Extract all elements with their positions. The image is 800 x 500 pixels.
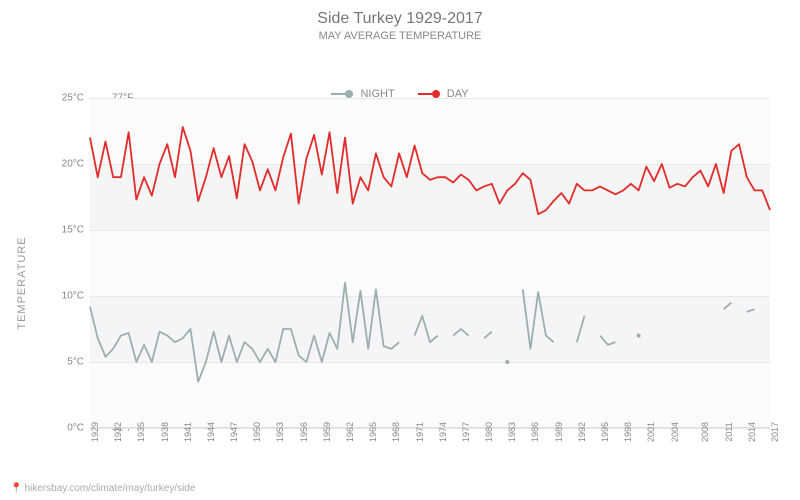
xtick-year: 2011 — [724, 422, 734, 441]
xtick-year: 1989 — [554, 422, 564, 442]
xtick-year: 2001 — [646, 422, 656, 442]
chart-area: TEMPERATURE 0°C5°C10°C15°C20°C25°C 32°F4… — [12, 88, 788, 478]
xtick-year: 2014 — [747, 422, 757, 442]
xtick-year: 1995 — [600, 422, 610, 442]
xtick-year: 1971 — [415, 422, 425, 442]
xtick-year: 1992 — [577, 422, 587, 442]
pin-icon: 📍 — [10, 483, 22, 494]
xtick-year: 2008 — [700, 422, 710, 442]
chart-title: Side Turkey 1929-2017 — [12, 10, 788, 28]
xtick-year: 1965 — [368, 422, 378, 442]
source-url: 📍hikersbay.com/climate/may/turkey/side — [10, 483, 195, 494]
xtick-year: 1956 — [299, 422, 309, 442]
xtick-year: 1944 — [206, 422, 216, 442]
xtick-year: 1959 — [322, 422, 332, 442]
xtick-year: 1941 — [183, 422, 193, 442]
xtick-year: 1932 — [113, 422, 123, 442]
xtick-year: 1977 — [461, 422, 471, 442]
xtick-year: 1983 — [507, 422, 517, 442]
xtick-year: 1929 — [90, 422, 100, 442]
xtick-year: 1980 — [484, 422, 494, 442]
xtick-year: 1950 — [252, 422, 262, 442]
xtick-year: 1974 — [438, 422, 448, 442]
ytick-celsius: 0°C — [67, 423, 84, 434]
xtick-year: 1935 — [136, 422, 146, 442]
xtick-year: 1947 — [229, 422, 239, 442]
ytick-celsius: 10°C — [62, 291, 84, 302]
ytick-celsius: 5°C — [67, 357, 84, 368]
xtick-year: 1968 — [391, 422, 401, 442]
xtick-year: 2017 — [770, 422, 780, 442]
xtick-year: 1953 — [275, 422, 285, 442]
xtick-year: 1998 — [623, 422, 633, 442]
line-chart-svg — [90, 98, 770, 427]
xtick-year: 1938 — [160, 422, 170, 442]
ytick-celsius: 25°C — [62, 93, 84, 104]
xtick-year: 2004 — [670, 422, 680, 442]
source-text: hikersbay.com/climate/may/turkey/side — [24, 483, 195, 494]
ytick-celsius: 20°C — [62, 159, 84, 170]
plot-area — [90, 98, 770, 428]
ytick-celsius: 15°C — [62, 225, 84, 236]
xtick-year: 1986 — [530, 422, 540, 442]
chart-subtitle: MAY AVERAGE TEMPERATURE — [12, 30, 788, 42]
xtick-year: 1962 — [345, 422, 355, 442]
y-axis-label: TEMPERATURE — [16, 236, 28, 329]
